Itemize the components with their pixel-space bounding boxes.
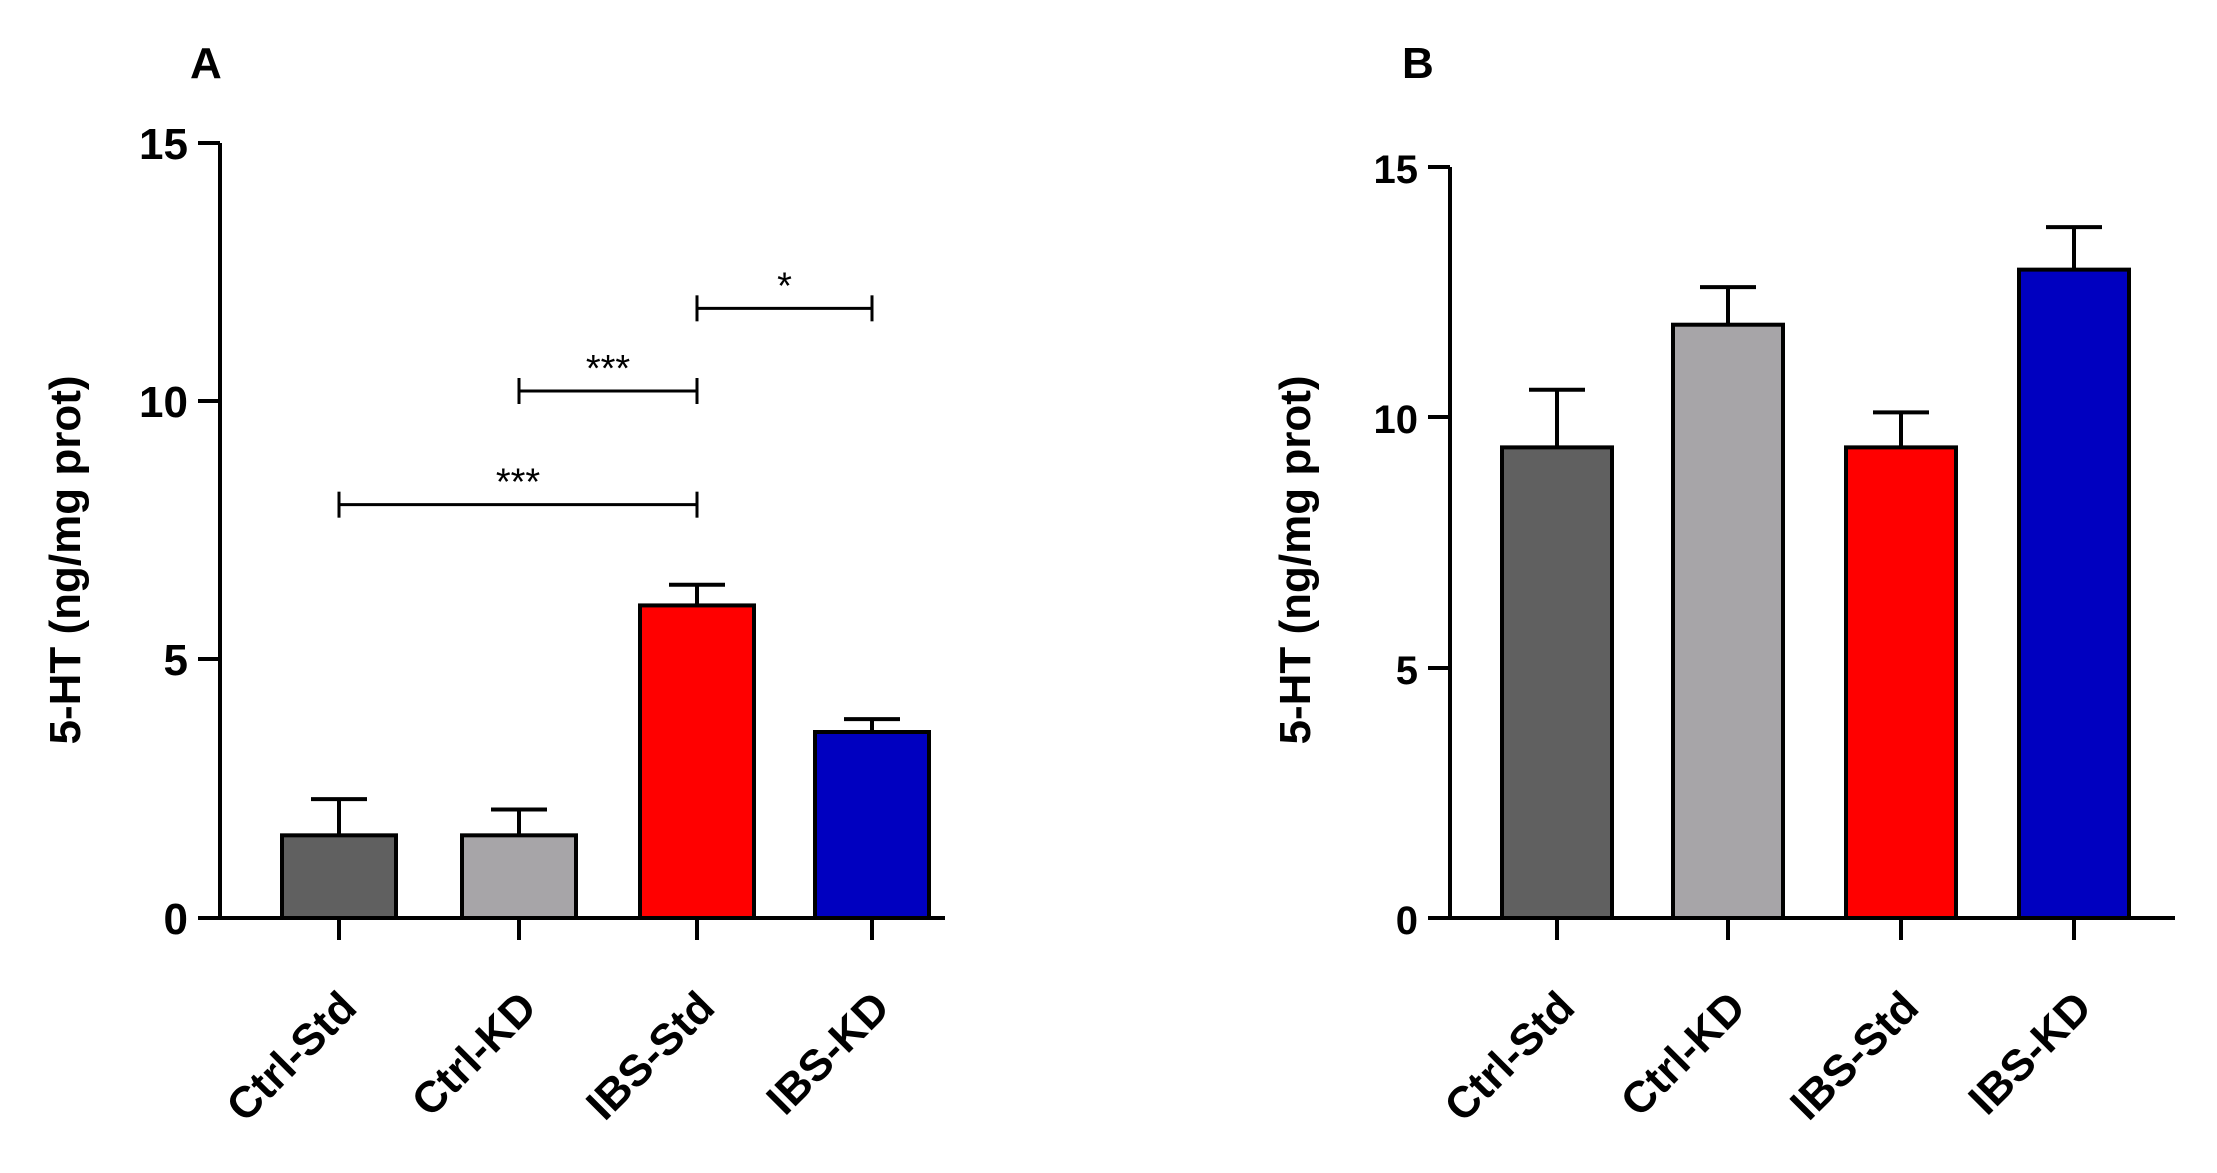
significance-label: * <box>777 265 792 307</box>
bar-ibs-std <box>638 603 756 921</box>
bar-ibs-kd <box>813 730 931 920</box>
panel-b-ytick-label: 5 <box>1396 649 1418 693</box>
panel-b-yticks: 0 5 10 15 <box>1374 148 1450 943</box>
significance-label: *** <box>586 348 631 390</box>
panel-a-bars <box>280 582 931 921</box>
panel-b: B 5-HT (ng/mg prot) 0 5 10 15 Ctrl-Std Ct… <box>1271 39 2175 1131</box>
panel-a-ytick-label: 15 <box>139 120 188 169</box>
x-tick-label: IBS-KD <box>1959 982 2101 1124</box>
x-tick-label: Ctrl-Std <box>1435 982 1584 1131</box>
panel-a-ytick-label: 0 <box>164 895 188 944</box>
bar-ctrl-kd <box>1671 322 1785 920</box>
panel-a-ytick-label: 10 <box>139 378 188 427</box>
panel-a-y-axis-label: 5-HT (ng/mg prot) <box>41 375 90 744</box>
significance-label: *** <box>496 462 541 504</box>
bar-ibs-std <box>1844 445 1958 920</box>
x-tick-label: IBS-KD <box>757 982 899 1124</box>
panel-a-xticks: Ctrl-Std Ctrl-KD IBS-Std IBS-KD <box>217 918 899 1131</box>
panel-a-yticks: 0 5 10 15 <box>139 120 220 944</box>
x-tick-label: Ctrl-KD <box>1612 982 1756 1126</box>
x-tick-label: Ctrl-KD <box>403 982 547 1126</box>
panel-a-label: A <box>190 39 222 88</box>
panel-b-bars <box>1500 225 2131 920</box>
bar-ctrl-std <box>1500 445 1614 920</box>
panel-b-xticks: Ctrl-Std Ctrl-KD IBS-Std IBS-KD <box>1435 918 2101 1131</box>
panel-a-ytick-label: 5 <box>164 636 188 685</box>
x-tick-label: IBS-Std <box>577 982 724 1129</box>
panel-b-ytick-label: 0 <box>1396 899 1418 943</box>
panel-b-y-axis-label: 5-HT (ng/mg prot) <box>1271 375 1320 744</box>
panel-b-ytick-label: 15 <box>1374 148 1419 192</box>
panel-b-label: B <box>1402 39 1434 88</box>
bar-ctrl-kd <box>460 833 578 920</box>
x-tick-label: IBS-Std <box>1781 982 1928 1129</box>
bar-ibs-kd <box>2017 267 2131 920</box>
panel-a-significance: ******* <box>337 265 874 518</box>
panel-a: A 5-HT (ng/mg prot) 0 5 10 15 ******* Ct… <box>41 39 945 1131</box>
x-tick-label: Ctrl-Std <box>217 982 366 1131</box>
panel-b-ytick-label: 10 <box>1374 398 1419 442</box>
bar-ctrl-std <box>280 833 398 920</box>
